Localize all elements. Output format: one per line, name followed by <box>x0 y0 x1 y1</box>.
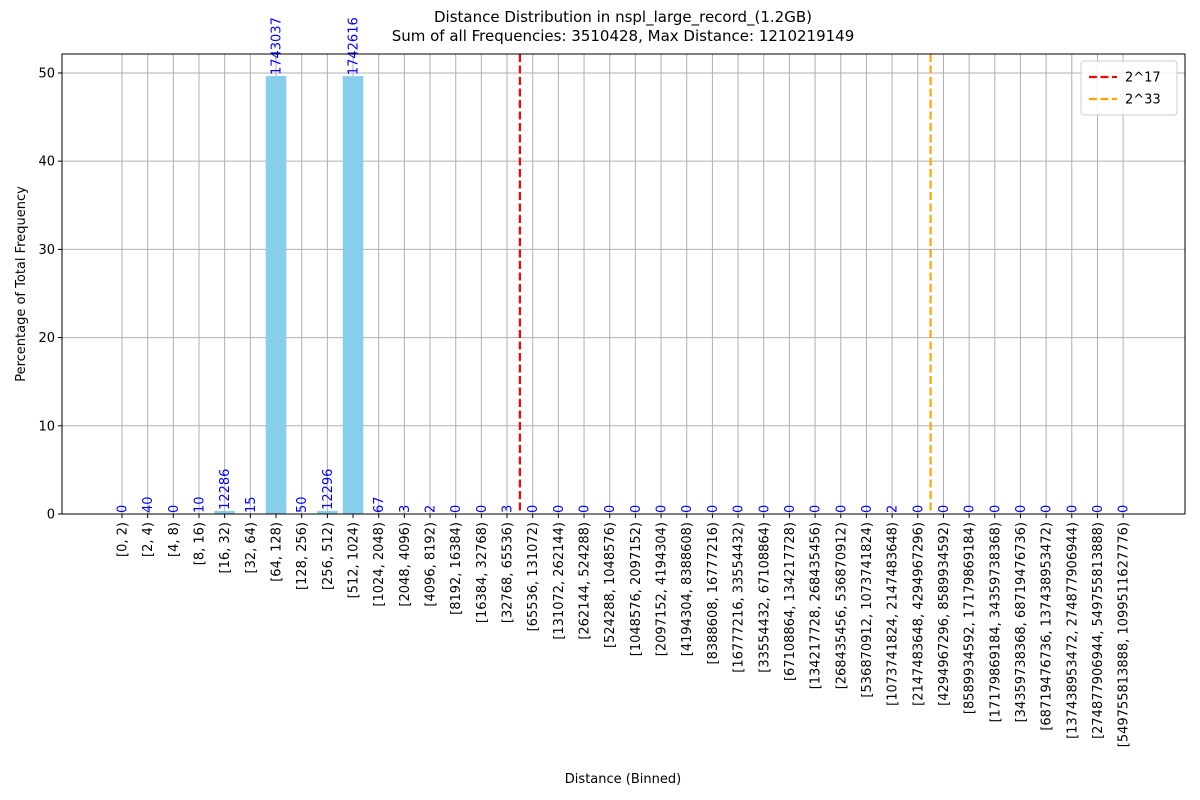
x-tick-label: [4194304, 8388608) <box>680 522 695 656</box>
data-label: 0 <box>1065 505 1080 513</box>
data-label: 0 <box>552 505 567 513</box>
x-tick-label: [2048, 4096) <box>398 522 413 607</box>
y-tick-label: 20 <box>38 331 55 346</box>
data-label: 0 <box>732 505 747 513</box>
x-tick-label: [274877906944, 549755813888) <box>1091 522 1106 739</box>
x-tick-label: [2, 4) <box>141 522 156 557</box>
y-tick-label: 0 <box>47 508 55 523</box>
x-axis-label: Distance (Binned) <box>565 772 681 787</box>
y-tick-label: 30 <box>38 243 55 258</box>
data-label: 0 <box>475 505 490 513</box>
x-tick-label: [4096, 8192) <box>424 522 439 607</box>
data-label: 3 <box>501 505 516 513</box>
x-tick-label: [137438953472, 274877906944) <box>1065 522 1080 739</box>
data-label: 0 <box>116 505 131 513</box>
data-label: 50 <box>295 496 310 513</box>
data-label: 15 <box>244 496 259 513</box>
x-tick-label: [2147483648, 4294967296) <box>911 522 926 706</box>
data-label: 0 <box>629 505 644 513</box>
x-tick-label: [8388608, 16777216) <box>706 522 721 664</box>
data-label: 0 <box>809 505 824 513</box>
data-label: 0 <box>988 505 1003 513</box>
data-label: 0 <box>1091 505 1106 513</box>
x-tick-label: [68719476736, 137438953472) <box>1040 522 1055 731</box>
data-label: 10 <box>193 496 208 513</box>
data-label: 0 <box>860 505 875 513</box>
data-label: 0 <box>526 505 541 513</box>
data-label: 67 <box>372 496 387 513</box>
data-label: 12296 <box>321 469 336 510</box>
legend-box <box>1080 60 1178 116</box>
x-tick-label: [131072, 262144) <box>552 522 567 640</box>
chart-subtitle: Sum of all Frequencies: 3510428, Max Dis… <box>392 27 855 45</box>
x-tick-label: [17179869184, 34359738368) <box>988 522 1003 722</box>
x-tick-label: [16, 32) <box>218 522 233 574</box>
data-label: 0 <box>655 505 670 513</box>
data-label: 2 <box>886 505 901 513</box>
x-tick-label: [4, 8) <box>167 522 182 557</box>
chart-title: Distance Distribution in nspl_large_reco… <box>434 8 812 27</box>
data-label: 0 <box>1117 505 1132 513</box>
plot-frame <box>61 53 1186 515</box>
x-tick-label: [1048576, 2097152) <box>629 522 644 656</box>
x-tick-label: [2097152, 4194304) <box>655 522 670 656</box>
data-label: 12286 <box>218 469 233 510</box>
x-tick-label: [8, 16) <box>193 522 208 565</box>
bar <box>265 76 287 515</box>
data-label: 40 <box>141 496 156 513</box>
bar <box>214 510 235 514</box>
x-tick-label: [16777216, 33554432) <box>732 522 747 673</box>
data-label: 0 <box>783 505 798 513</box>
x-tick-label: [128, 256) <box>295 522 310 590</box>
x-tick-label: [32, 64) <box>244 522 259 574</box>
data-label: 0 <box>1040 505 1055 513</box>
data-label: 3 <box>398 505 413 513</box>
data-label: 0 <box>449 505 464 513</box>
x-tick-label: [1073741824, 2147483648) <box>886 522 901 706</box>
x-tick-label: [4294967296, 8589934592) <box>937 522 952 706</box>
x-tick-label: [33554432, 67108864) <box>757 522 772 673</box>
data-label: 0 <box>167 505 182 513</box>
data-label: 0 <box>1014 505 1029 513</box>
x-tick-label: [34359738368, 68719476736) <box>1014 522 1029 722</box>
data-label: 0 <box>937 505 952 513</box>
data-label: 1742616 <box>347 17 362 75</box>
data-label: 0 <box>578 505 593 513</box>
data-label: 2 <box>424 505 439 513</box>
data-label: 0 <box>963 505 978 513</box>
x-tick-label: [65536, 131072) <box>526 522 541 631</box>
x-tick-label: [262144, 524288) <box>578 522 593 640</box>
x-tick-label: [8192, 16384) <box>449 522 464 615</box>
x-tick-label: [64, 128) <box>270 522 285 582</box>
legend-label: 2^33 <box>1125 93 1161 108</box>
x-tick-label: [67108864, 134217728) <box>783 522 798 681</box>
bar <box>317 510 338 514</box>
y-tick-label: 50 <box>38 66 55 81</box>
data-label: 0 <box>834 505 849 513</box>
x-tick-label: [1024, 2048) <box>372 522 387 607</box>
legend-label: 2^17 <box>1125 71 1161 86</box>
y-tick-label: 10 <box>38 419 55 434</box>
x-tick-label: [536870912, 1073741824) <box>860 522 875 698</box>
data-label: 0 <box>680 505 695 513</box>
x-tick-label: [0, 2) <box>116 522 131 557</box>
data-label: 0 <box>706 505 721 513</box>
x-tick-label: [256, 512) <box>321 522 336 590</box>
data-label: 1743037 <box>270 17 285 75</box>
x-tick-label: [32768, 65536) <box>501 522 516 623</box>
x-tick-label: [512, 1024) <box>347 522 362 598</box>
x-tick-label: [524288, 1048576) <box>603 522 618 648</box>
y-tick-label: 40 <box>38 155 55 170</box>
data-label: 0 <box>911 505 926 513</box>
data-label: 0 <box>757 505 772 513</box>
y-axis-label: Percentage of Total Frequency <box>14 186 29 382</box>
x-tick-label: [549755813888, 1099511627776) <box>1117 522 1132 747</box>
x-tick-label: [16384, 32768) <box>475 522 490 623</box>
data-label: 0 <box>603 505 618 513</box>
x-tick-label: [134217728, 268435456) <box>809 522 824 689</box>
bar <box>342 76 364 514</box>
x-tick-label: [268435456, 536870912) <box>834 522 849 689</box>
x-tick-label: [8589934592, 17179869184) <box>963 522 978 714</box>
